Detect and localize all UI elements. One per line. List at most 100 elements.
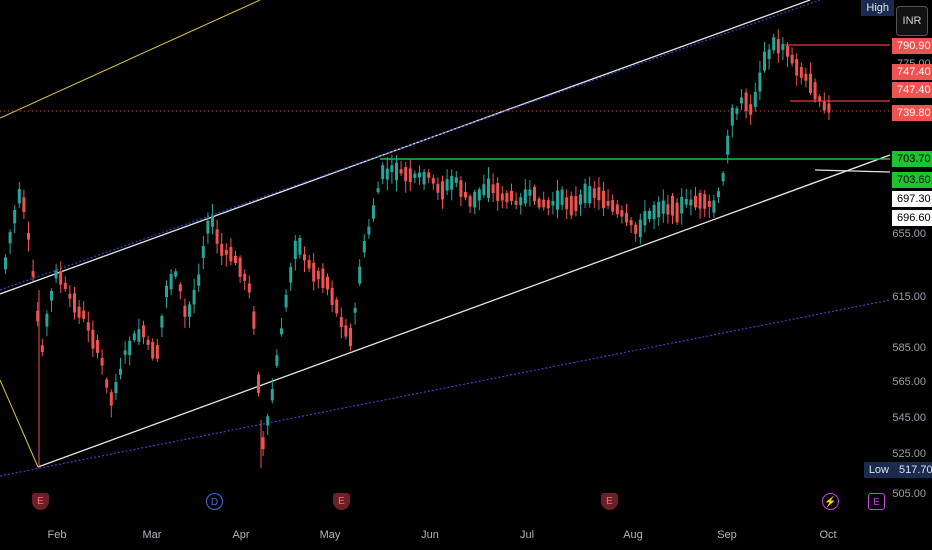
candle-down	[592, 180, 596, 209]
flash-icon[interactable]: ⚡	[822, 493, 839, 510]
candle-body	[666, 204, 670, 215]
candle-up	[730, 104, 734, 138]
candle-down	[68, 285, 72, 308]
candle-body	[795, 59, 799, 76]
candle-body	[395, 162, 398, 181]
candle-body	[592, 188, 596, 198]
candle-body	[178, 284, 182, 292]
candle-down	[496, 177, 500, 211]
candle-down	[77, 300, 81, 325]
candle-body	[813, 82, 817, 100]
candle-body	[629, 220, 633, 226]
price-tag-red: 790.90	[892, 38, 932, 54]
candle-body	[96, 340, 99, 353]
candle-up	[648, 208, 651, 223]
candle-down	[215, 219, 219, 254]
candle-body	[321, 268, 325, 288]
x-tick-label: Mar	[142, 529, 162, 541]
candle-down	[105, 377, 109, 394]
candle-up	[712, 194, 716, 218]
candle-body	[505, 192, 509, 203]
candle-body	[818, 96, 822, 101]
support-white-line	[814, 169, 891, 173]
candle-body	[514, 200, 518, 205]
price-tag-red: 739.80	[892, 105, 932, 121]
candle-up	[477, 187, 481, 211]
candle-body	[790, 54, 794, 64]
candle-body	[247, 283, 251, 293]
candle-down	[321, 263, 325, 294]
candle-body	[252, 311, 256, 329]
candle-down	[500, 185, 504, 209]
candle-up	[680, 188, 684, 225]
candle-body	[8, 232, 12, 244]
candle-body	[721, 173, 725, 182]
candle-body	[335, 299, 339, 314]
candle-body	[565, 197, 569, 210]
candle-body	[519, 197, 523, 206]
candle-body	[767, 49, 771, 60]
earnings-icon[interactable]: E	[32, 493, 49, 510]
x-tick-label: Oct	[819, 529, 837, 541]
candle-down	[316, 267, 320, 289]
candle-up	[353, 302, 357, 325]
candle-down	[40, 338, 44, 357]
candle-body	[86, 322, 90, 331]
candle-body	[625, 212, 628, 223]
candle-body	[188, 304, 191, 317]
candle-down	[620, 205, 624, 224]
candle-down	[408, 159, 412, 192]
candle-body	[809, 73, 812, 93]
candle-body	[289, 266, 293, 283]
candle-up	[717, 187, 720, 204]
candle-body	[105, 379, 109, 388]
candle-down	[326, 273, 329, 296]
earnings-icon[interactable]: E	[333, 493, 350, 510]
earnings-icon[interactable]: E	[868, 493, 885, 510]
candle-down	[707, 194, 711, 218]
candle-up	[643, 200, 647, 233]
candle-body	[799, 67, 803, 78]
candle-up	[201, 236, 205, 270]
candle-down	[178, 282, 182, 300]
candle-body	[473, 191, 477, 208]
candle-body	[142, 325, 145, 338]
candle-body	[542, 199, 546, 208]
price-tag-green: 703.70	[892, 151, 932, 167]
candle-down	[436, 177, 440, 200]
candle-body	[54, 270, 58, 279]
candle-down	[799, 62, 803, 85]
candle-body	[487, 178, 490, 198]
candle-up	[160, 313, 164, 338]
candle-down	[349, 323, 352, 351]
candle-down	[629, 217, 633, 234]
high-label: High	[861, 0, 894, 16]
candle-down	[31, 259, 35, 281]
earnings-icon[interactable]: E	[601, 493, 618, 510]
candle-body	[537, 198, 541, 208]
x-tick-label: May	[319, 529, 341, 541]
candle-body	[385, 168, 389, 180]
candle-up	[588, 176, 592, 208]
candle-body	[431, 177, 435, 184]
currency-button[interactable]: INR	[896, 6, 928, 36]
candle-up	[689, 189, 693, 216]
candle-down	[399, 161, 403, 177]
candle-body	[606, 200, 610, 206]
candle-body	[280, 328, 283, 335]
candle-body	[183, 305, 187, 317]
dividend-icon[interactable]: D	[206, 493, 223, 510]
candle-down	[533, 184, 536, 206]
candle-body	[675, 202, 679, 223]
candle-body	[307, 260, 311, 269]
candle-down	[109, 389, 113, 418]
candle-down	[220, 232, 224, 266]
candle-down	[625, 204, 628, 227]
candle-down	[606, 189, 610, 209]
candle-down	[827, 95, 831, 120]
candle-down	[155, 338, 159, 363]
candle-up	[740, 89, 743, 110]
candle-body	[620, 210, 624, 217]
candle-body	[408, 168, 412, 182]
